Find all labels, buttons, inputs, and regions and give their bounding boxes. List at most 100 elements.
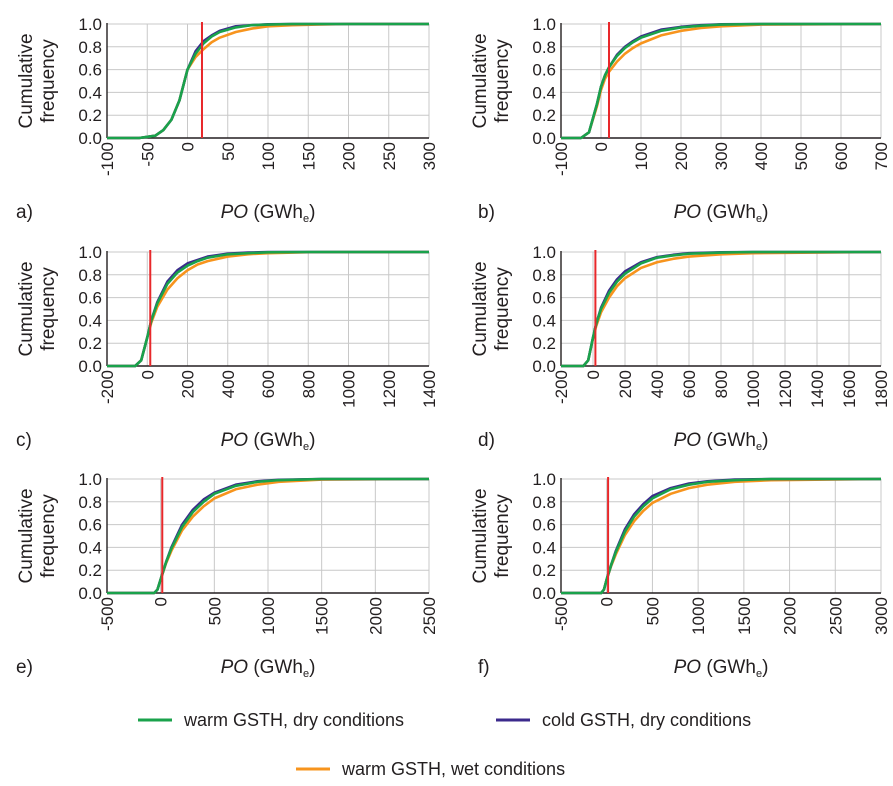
x-tick-label: 1200 bbox=[776, 370, 795, 408]
legend-label-warm_dry: warm GSTH, dry conditions bbox=[183, 710, 404, 730]
x-label-variable: PO bbox=[221, 657, 249, 678]
x-label-unit-subscript: e bbox=[756, 441, 762, 453]
x-label-variable: PO bbox=[674, 202, 702, 223]
x-tick-label: -100 bbox=[98, 142, 117, 176]
x-label-unit-close: ) bbox=[309, 202, 315, 223]
y-tick-label: 0.0 bbox=[532, 129, 556, 148]
y-label-line1: Cumulative bbox=[16, 261, 37, 356]
x-tick-label: 400 bbox=[752, 142, 771, 170]
x-tick-label: 1600 bbox=[840, 370, 859, 408]
x-tick-label: 300 bbox=[420, 142, 439, 170]
y-tick-label: 1.0 bbox=[532, 243, 556, 262]
x-label-unit-subscript: e bbox=[303, 441, 309, 453]
x-label-unit-close: ) bbox=[762, 430, 768, 451]
x-tick-label: 400 bbox=[219, 370, 238, 398]
y-label-line1: Cumulative bbox=[470, 33, 491, 128]
x-tick-label: 600 bbox=[259, 370, 278, 398]
y-axis-label: Cumulative frequency bbox=[470, 488, 513, 583]
x-tick-label: 3000 bbox=[872, 597, 891, 635]
series-line-warm_dry bbox=[107, 250, 429, 368]
y-tick-label: 0.6 bbox=[532, 516, 556, 535]
x-tick-label: -200 bbox=[98, 370, 117, 404]
x-tick-label: 600 bbox=[680, 370, 699, 398]
x-label-unit: (GWh bbox=[248, 657, 303, 678]
x-tick-label: 50 bbox=[219, 142, 238, 161]
x-tick-label: 700 bbox=[872, 142, 891, 170]
x-label-unit: (GWh bbox=[701, 657, 756, 678]
x-tick-label: 2500 bbox=[826, 597, 845, 635]
x-tick-label: -50 bbox=[138, 142, 157, 167]
panel-b: 0.0 0.2 0.4 0.6 0.8 1.0 -100 0 100 200 300 400 500 60… bbox=[470, 15, 891, 225]
x-tick-label: 0 bbox=[592, 142, 611, 151]
y-tick-label: 0.0 bbox=[78, 357, 102, 376]
x-tick-label: 2000 bbox=[781, 597, 800, 635]
y-label-line2: frequency bbox=[38, 494, 59, 578]
x-tick-label: -100 bbox=[552, 142, 571, 176]
y-tick-label: 0.2 bbox=[532, 561, 556, 580]
x-tick-label: 400 bbox=[648, 370, 667, 398]
y-tick-label: 0.4 bbox=[78, 311, 102, 330]
y-label-line1: Cumulative bbox=[470, 261, 491, 356]
x-tick-label: 0 bbox=[179, 142, 198, 151]
x-label-unit: (GWh bbox=[701, 202, 756, 223]
x-tick-label: -200 bbox=[552, 370, 571, 404]
x-axis-label: PO (GWhe) bbox=[221, 657, 316, 680]
panel-letter: b) bbox=[478, 202, 495, 223]
x-tick-label: 800 bbox=[299, 370, 318, 398]
y-label-line1: Cumulative bbox=[470, 488, 491, 583]
x-tick-label: 150 bbox=[299, 142, 318, 170]
x-label-unit-close: ) bbox=[762, 202, 768, 223]
legend-label-cold_dry: cold GSTH, dry conditions bbox=[542, 710, 751, 730]
panel-letter: c) bbox=[16, 430, 32, 451]
y-tick-label: 1.0 bbox=[78, 15, 102, 34]
x-tick-label: 1000 bbox=[259, 597, 278, 635]
y-tick-label: 0.0 bbox=[78, 129, 102, 148]
x-axis-label: PO (GWhe) bbox=[674, 430, 769, 453]
series-line-warm_dry bbox=[107, 477, 429, 595]
panel-f: 0.0 0.2 0.4 0.6 0.8 1.0 -500 0 500 1000 1500 2000 25… bbox=[470, 470, 891, 680]
x-label-unit: (GWh bbox=[248, 202, 303, 223]
x-tick-label: 250 bbox=[380, 142, 399, 170]
x-axis-label: PO (GWhe) bbox=[221, 202, 316, 225]
x-label-unit-subscript: e bbox=[303, 213, 309, 225]
y-tick-label: 1.0 bbox=[532, 470, 556, 489]
x-tick-label: -500 bbox=[98, 597, 117, 631]
x-tick-label: 1500 bbox=[313, 597, 332, 635]
series-line-warm_dry bbox=[561, 477, 881, 595]
legend: warm GSTH, dry conditions cold GSTH, dry … bbox=[138, 710, 751, 779]
y-label-line2: frequency bbox=[492, 39, 513, 123]
y-tick-label: 0.6 bbox=[532, 61, 556, 80]
x-label-variable: PO bbox=[221, 202, 249, 223]
x-tick-label: 100 bbox=[632, 142, 651, 170]
x-tick-label: 1800 bbox=[872, 370, 891, 408]
y-label-line1: Cumulative bbox=[16, 33, 37, 128]
chart-panels: 0.00.20.40.60.81.0-100 -50 0 50 100 150 200 250… bbox=[16, 15, 891, 680]
y-axis-label: Cumulative frequency bbox=[470, 33, 513, 128]
y-tick-label: 0.0 bbox=[78, 584, 102, 603]
x-label-unit-subscript: e bbox=[303, 668, 309, 680]
x-tick-label: 2500 bbox=[420, 597, 439, 635]
x-tick-label: 200 bbox=[672, 142, 691, 170]
y-tick-label: 0.8 bbox=[532, 266, 556, 285]
panel-letter: e) bbox=[16, 657, 33, 678]
x-tick-label: 1000 bbox=[340, 370, 359, 408]
x-label-unit: (GWh bbox=[701, 430, 756, 451]
y-tick-label: 0.4 bbox=[532, 311, 556, 330]
y-label-line2: frequency bbox=[492, 494, 513, 578]
x-tick-label: 0 bbox=[152, 597, 171, 606]
x-tick-label: 0 bbox=[584, 370, 603, 379]
x-tick-label: 2000 bbox=[366, 597, 385, 635]
y-tick-label: 1.0 bbox=[532, 15, 556, 34]
x-tick-label: 500 bbox=[205, 597, 224, 625]
x-label-unit-subscript: e bbox=[756, 668, 762, 680]
y-tick-label: 0.2 bbox=[78, 561, 102, 580]
y-label-line1: Cumulative bbox=[16, 488, 37, 583]
x-label-unit: (GWh bbox=[248, 430, 303, 451]
y-tick-label: 0.2 bbox=[78, 334, 102, 353]
x-tick-label: 1000 bbox=[689, 597, 708, 635]
x-tick-label: 1400 bbox=[808, 370, 827, 408]
panel-letter: d) bbox=[478, 430, 495, 451]
y-tick-label: 0.2 bbox=[532, 334, 556, 353]
series-line-warm_dry bbox=[107, 22, 429, 140]
y-tick-label: 0.2 bbox=[78, 106, 102, 125]
